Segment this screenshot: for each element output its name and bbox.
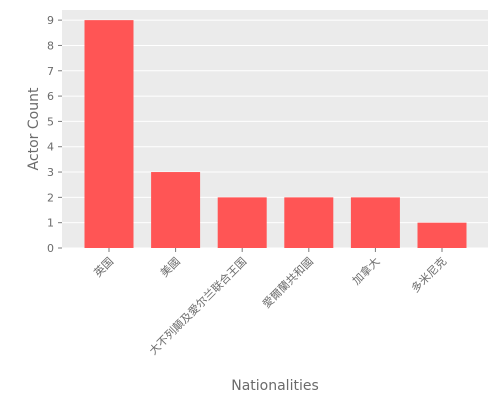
y-tick-label: 5	[47, 115, 54, 128]
bars	[84, 20, 467, 249]
bar	[84, 20, 134, 249]
bar	[284, 197, 334, 248]
x-tick-label: 加拿大	[349, 254, 382, 287]
bar	[151, 172, 201, 248]
y-axis-ticks: 0 1 2 3 4 5 6 7 8 9	[47, 14, 62, 255]
y-tick-label: 3	[47, 166, 54, 179]
bar	[417, 222, 467, 248]
bar	[217, 197, 267, 248]
bar	[350, 197, 400, 248]
x-tick-label: 英国	[91, 254, 116, 279]
x-axis-title: Nationalities	[231, 378, 319, 394]
y-tick-label: 9	[47, 14, 54, 27]
y-tick-label: 7	[47, 65, 54, 78]
y-tick-label: 4	[47, 141, 54, 154]
x-tick-label: 多米尼克	[408, 254, 449, 295]
x-tick-label: 愛爾蘭共和國	[260, 255, 316, 311]
y-tick-label: 1	[47, 217, 54, 230]
y-tick-label: 8	[47, 39, 54, 52]
y-axis-title: Actor Count	[26, 87, 42, 170]
y-tick-label: 0	[47, 242, 54, 255]
y-tick-label: 2	[47, 191, 54, 204]
x-tick-label: 美國	[158, 255, 183, 280]
y-tick-label: 6	[47, 90, 54, 103]
